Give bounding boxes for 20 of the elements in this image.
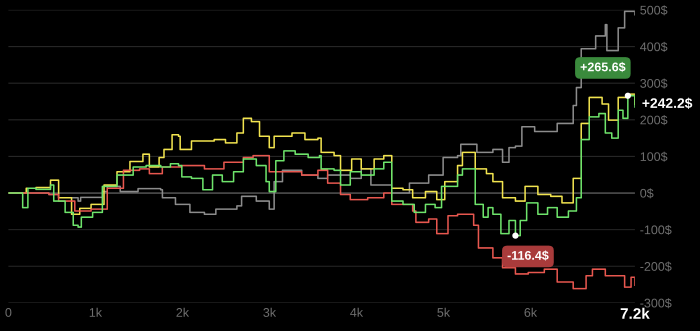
annotation: +242.2$ [642,98,692,109]
x-tick-label: 4k [350,308,364,317]
x-tick-label: 5k [437,308,450,317]
x-tick-label: 3k [263,308,276,317]
y-tick-label: 200$ [640,115,668,126]
y-tick-label: -100$ [640,224,672,236]
y-tick-label: -300$ [640,298,672,308]
x-tick-label: 6k [524,308,538,317]
y-tick-label: 400$ [640,42,668,52]
y-tick-label: 100$ [640,152,668,162]
x-tick-label: 7.2k [620,308,650,319]
annotation: -116.4$ [508,250,549,261]
y-tick-label: 300$ [640,78,668,89]
annotation: +265.6$ [580,62,626,72]
x-tick-label: 0 [5,308,12,317]
x-tick-label: 2k [176,308,190,317]
y-tick-label: -200$ [640,262,672,272]
y-tick-label: 0$ [640,188,654,198]
x-tick-label: 1k [90,308,102,317]
y-tick-label: 500$ [640,5,668,16]
